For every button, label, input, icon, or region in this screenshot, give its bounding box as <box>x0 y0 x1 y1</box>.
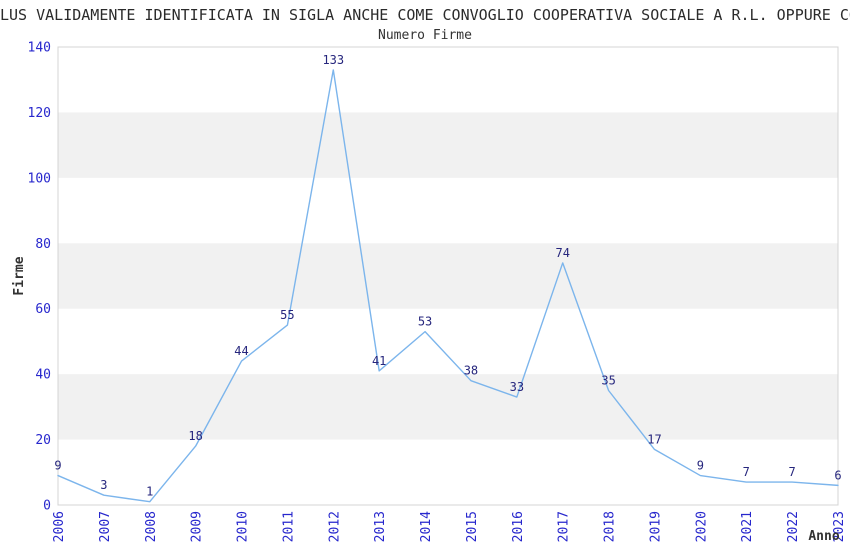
plot-bands <box>58 112 838 440</box>
data-point-label: 55 <box>280 308 294 322</box>
x-tick-label: 2021 <box>740 511 755 542</box>
x-tick-label: 2017 <box>557 511 572 542</box>
data-point-label: 133 <box>322 53 344 67</box>
x-tick-label: 2008 <box>144 511 159 542</box>
x-tick-label: 2007 <box>98 511 113 542</box>
x-axis-ticks: 2006 2007 2008 2009 2010 2011 2012 2013 2014 2015… <box>52 511 847 542</box>
y-tick-label: 120 <box>28 106 51 121</box>
chart-title: LUS VALIDAMENTE IDENTIFICATA IN SIGLA AN… <box>0 6 850 24</box>
data-point-label: 74 <box>555 246 569 260</box>
data-point-label: 53 <box>418 315 432 329</box>
x-tick-label: 2016 <box>511 511 526 542</box>
plot-band <box>58 243 838 309</box>
x-tick-label: 2011 <box>281 511 296 542</box>
x-tick-label: 2023 <box>832 511 847 542</box>
y-tick-label: 80 <box>35 237 51 252</box>
data-point-label: 9 <box>697 459 704 473</box>
chart-subtitle: Numero Firme <box>378 28 472 43</box>
x-tick-label: 2009 <box>190 511 205 542</box>
plot-band <box>58 112 838 178</box>
y-tick-label: 0 <box>43 499 51 514</box>
data-point-label: 17 <box>647 432 661 446</box>
x-tick-label: 2010 <box>236 511 251 542</box>
y-axis-ticks: 0 20 40 60 80 100 120 140 <box>28 41 51 514</box>
data-point-label: 33 <box>510 380 524 394</box>
x-tick-label: 2014 <box>419 511 434 542</box>
x-tick-label: 2019 <box>648 511 663 542</box>
plot-band <box>58 374 838 440</box>
data-point-label: 41 <box>372 354 386 368</box>
data-point-label: 7 <box>743 465 750 479</box>
data-point-label: 6 <box>834 468 841 482</box>
y-tick-label: 20 <box>35 433 51 448</box>
x-tick-label: 2012 <box>327 511 342 542</box>
data-point-label: 38 <box>464 364 478 378</box>
y-tick-label: 40 <box>35 368 51 383</box>
y-tick-label: 100 <box>28 171 51 186</box>
y-tick-label: 140 <box>28 41 51 56</box>
data-point-label: 7 <box>789 465 796 479</box>
y-tick-label: 60 <box>35 302 51 317</box>
data-point-label: 3 <box>100 478 107 492</box>
x-tick-label: 2015 <box>465 511 480 542</box>
y-axis-title: Firme <box>12 256 27 295</box>
data-point-label: 18 <box>188 429 202 443</box>
x-tick-label: 2022 <box>786 511 801 542</box>
x-tick-label: 2020 <box>694 511 709 542</box>
data-labels: 9 3 1 18 44 55 133 41 53 38 33 74 35 17 9 7 7 6 <box>54 53 841 499</box>
plot-border <box>57 46 839 506</box>
x-tick-label: 2018 <box>603 511 618 542</box>
data-point-label: 44 <box>234 344 248 358</box>
series-line-firme <box>57 69 839 503</box>
x-tick-label: 2006 <box>52 511 67 542</box>
x-tick-label: 2013 <box>373 511 388 542</box>
data-point-label: 35 <box>601 374 615 388</box>
data-point-label: 1 <box>146 485 153 499</box>
data-point-label: 9 <box>54 459 61 473</box>
x-axis-title: Anno <box>808 529 839 544</box>
